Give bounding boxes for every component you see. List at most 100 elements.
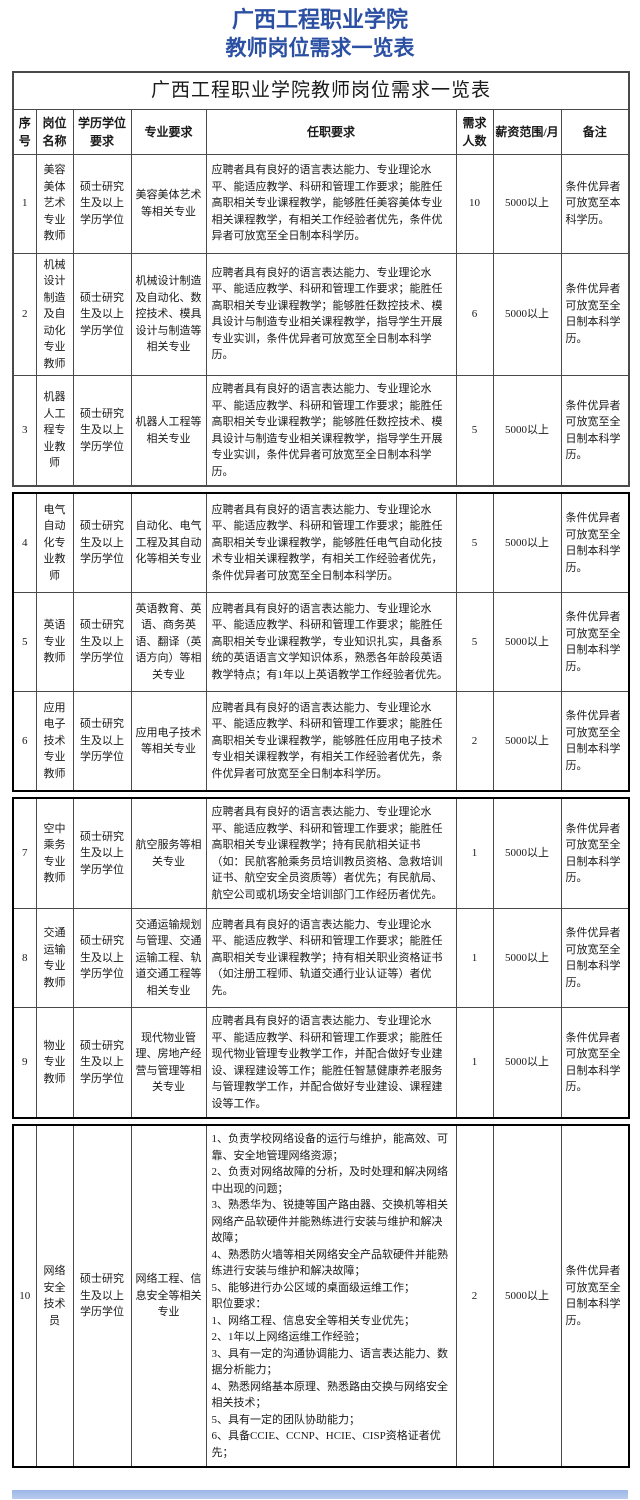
cell-count: 5 [455,375,494,487]
cell-major: 网络工程、信息安全等相关专业 [130,1124,207,1468]
cell-position: 物业专业教师 [35,1007,74,1119]
cell-salary: 5000以上 [492,1124,562,1468]
cell-requirements: 应聘者具有良好的语言表达能力、专业理论水平、能适应教学、科研和管理工作要求；能胜… [205,492,457,593]
cell-remark: 条件优异者可放宽至全日制本科学历。 [560,1007,630,1119]
cell-position: 电气自动化专业教师 [35,492,74,593]
cell-salary: 5000以上 [492,153,562,254]
cell-requirements: 应聘者具有良好的语言表达能力、专业理论水平、能适应教学、科研和管理工作要求；能胜… [205,252,457,376]
cell-requirements: 应聘者具有良好的语言表达能力、专业理论水平、能适应教学、科研和管理工作要求；能胜… [205,592,457,692]
cell-count: 5 [455,592,494,692]
cell-count: 1 [455,908,494,1008]
cell-position: 空中乘务专业教师 [35,797,74,909]
title-line-1: 广西工程职业学院 [231,7,408,32]
cell-major: 应用电子技术等相关专业 [130,691,207,792]
cell-salary: 5000以上 [492,375,562,487]
cell-salary: 5000以上 [492,1007,562,1119]
cell-education: 硕士研究生及以上学历学位 [72,492,132,593]
cell-no: 2 [12,252,37,376]
cell-education: 硕士研究生及以上学历学位 [72,375,132,487]
cell-remark: 条件优异者可放宽至全日制本科学历。 [560,375,630,487]
cell-requirements: 应聘者具有良好的语言表达能力、专业理论水平、能适应教学、科研和管理工作要求；能胜… [205,375,457,487]
cell-no: 3 [12,375,37,487]
cell-major: 机器人工程等相关专业 [130,375,207,487]
header-requirements: 任职要求 [205,108,457,155]
cell-major: 机械设计制造及自动化、数控技术、模具设计与制造等相关专业 [130,252,207,376]
table-container: 广西工程职业学院教师岗位需求一览表 序号 岗位名称 学历学位要求 专业要求 任职… [12,71,631,1468]
cell-no: 7 [12,797,37,909]
table-row: 5 英语专业教师 硕士研究生及以上学历学位 英语教育、英语、商务英语、翻译（英语… [12,592,630,692]
header-remark: 备注 [560,108,630,155]
cell-no: 8 [12,908,37,1008]
cell-remark: 条件优异者可放宽至全日制本科学历。 [560,492,630,593]
cell-education: 硕士研究生及以上学历学位 [72,691,132,792]
header-count: 需求人数 [455,108,494,155]
cell-major: 现代物业管理、房地产经营与管理等相关专业 [130,1007,207,1119]
cell-salary: 5000以上 [492,252,562,376]
cell-count: 5 [455,492,494,593]
header-no: 序号 [12,108,37,155]
cell-education: 硕士研究生及以上学历学位 [72,1007,132,1119]
cell-remark: 条件优异者可放宽至全日制本科学历。 [560,1124,630,1468]
table-row: 8 交通运输专业教师 硕士研究生及以上学历学位 交通运输规划与管理、交通运输工程… [12,908,630,1008]
cell-no: 4 [12,492,37,593]
cell-education: 硕士研究生及以上学历学位 [72,797,132,909]
cell-education: 硕士研究生及以上学历学位 [72,592,132,692]
cell-salary: 5000以上 [492,908,562,1008]
cell-remark: 条件优异者可放宽至本科学历。 [560,153,630,254]
title-line-2: 教师岗位需求一览表 [225,37,415,60]
header-education: 学历学位要求 [72,108,132,155]
table-caption: 广西工程职业学院教师岗位需求一览表 [12,71,630,110]
cell-remark: 条件优异者可放宽至全日制本科学历。 [560,592,630,692]
cell-position: 机器人工程专业教师 [35,375,74,487]
table-row: 6 应用电子技术专业教师 硕士研究生及以上学历学位 应用电子技术等相关专业 应聘… [12,691,630,792]
cell-remark: 条件优异者可放宽至全日制本科学历。 [560,908,630,1008]
cell-remark: 条件优异者可放宽至全日制本科学历。 [560,252,630,376]
cell-position: 应用电子技术专业教师 [35,691,74,792]
cell-requirements: 应聘者具有良好的语言表达能力、专业理论水平、能适应教学、科研和管理工作要求；能胜… [205,153,457,254]
table-row: 9 物业专业教师 硕士研究生及以上学历学位 现代物业管理、房地产经营与管理等相关… [12,1007,630,1119]
table-section-2: 4 电气自动化专业教师 硕士研究生及以上学历学位 自动化、电气工程及其自动化等相… [12,492,630,792]
cell-position: 英语专业教师 [35,592,74,692]
cell-position: 网络安全技术员 [35,1124,74,1468]
header-position: 岗位名称 [35,108,74,155]
cell-major: 交通运输规划与管理、交通运输工程、轨道交通工程等相关专业 [130,908,207,1008]
cell-position: 机械设计制造及自动化专业教师 [35,252,74,376]
cell-education: 硕士研究生及以上学历学位 [72,153,132,254]
cell-count: 10 [455,153,494,254]
table-row: 7 空中乘务专业教师 硕士研究生及以上学历学位 航空服务等相关专业 应聘者具有良… [12,797,630,909]
table-row: 1 美容美体艺术专业教师 硕士研究生及以上学历学位 美容美体艺术等相关专业 应聘… [12,153,630,254]
cell-major: 英语教育、英语、商务英语、翻译（英语方向）等相关专业 [130,592,207,692]
table-section-3: 7 空中乘务专业教师 硕士研究生及以上学历学位 航空服务等相关专业 应聘者具有良… [12,797,630,1119]
cell-salary: 5000以上 [492,592,562,692]
cell-position: 交通运输专业教师 [35,908,74,1008]
cell-no: 5 [12,592,37,692]
cell-count: 1 [455,797,494,909]
cell-no: 10 [12,1124,37,1468]
cell-count: 1 [455,1007,494,1119]
footer-bar [12,1490,628,1499]
table-caption-row: 广西工程职业学院教师岗位需求一览表 [12,71,630,110]
cell-no: 6 [12,691,37,792]
cell-education: 硕士研究生及以上学历学位 [72,252,132,376]
cell-salary: 5000以上 [492,691,562,792]
cell-remark: 条件优异者可放宽至全日制本科学历。 [560,797,630,909]
cell-salary: 5000以上 [492,797,562,909]
cell-education: 硕士研究生及以上学历学位 [72,908,132,1008]
header-major: 专业要求 [130,108,207,155]
header-salary: 薪资范围/月 [492,108,562,155]
cell-requirements: 应聘者具有良好的语言表达能力、专业理论水平、能适应教学、科研和管理工作要求；能胜… [205,908,457,1008]
cell-major: 美容美体艺术等相关专业 [130,153,207,254]
cell-count: 6 [455,252,494,376]
document-title: 广西工程职业学院 教师岗位需求一览表 [0,0,640,62]
cell-count: 2 [455,691,494,792]
table-section-1: 广西工程职业学院教师岗位需求一览表 序号 岗位名称 学历学位要求 专业要求 任职… [12,71,631,487]
cell-requirements: 1、负责学校网络设备的运行与维护，能高效、可靠、安全地管理网络资源； 2、负责对… [205,1124,457,1468]
cell-requirements: 应聘者具有良好的语言表达能力、专业理论水平、能适应教学、科研和管理工作要求；能胜… [205,1007,457,1119]
cell-no: 1 [12,153,37,254]
cell-no: 9 [12,1007,37,1119]
cell-salary: 5000以上 [492,492,562,593]
cell-major: 自动化、电气工程及其自动化等相关专业 [130,492,207,593]
table-header-row: 序号 岗位名称 学历学位要求 专业要求 任职要求 需求人数 薪资范围/月 备注 [12,108,630,155]
cell-major: 航空服务等相关专业 [130,797,207,909]
table-row: 4 电气自动化专业教师 硕士研究生及以上学历学位 自动化、电气工程及其自动化等相… [12,492,630,593]
